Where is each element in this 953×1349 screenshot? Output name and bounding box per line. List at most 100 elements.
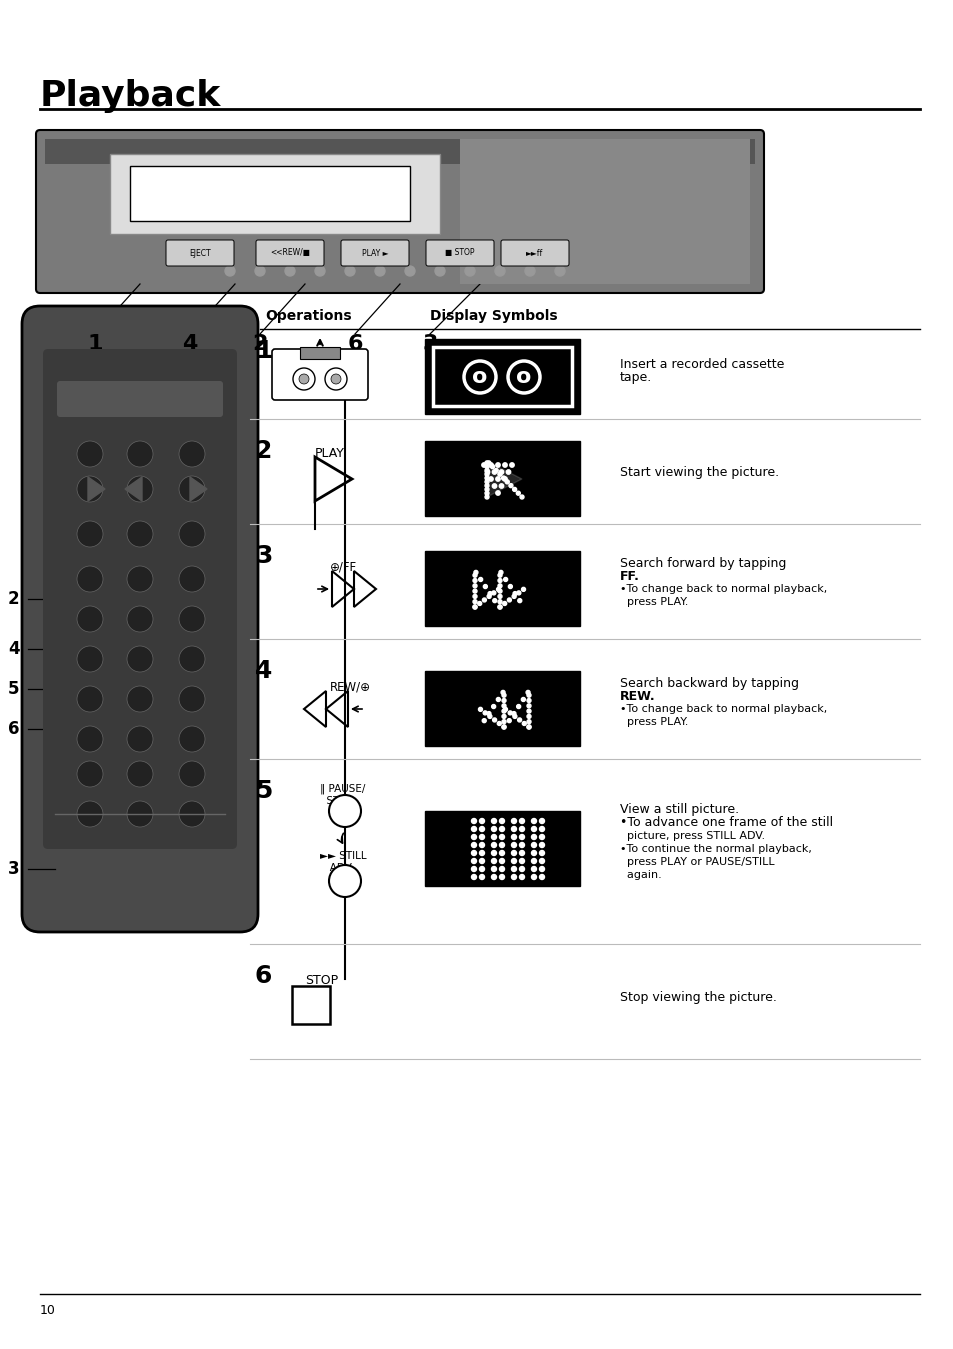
Circle shape [473, 590, 476, 594]
Circle shape [127, 567, 152, 592]
Bar [424, 670, 579, 746]
Circle shape [519, 858, 524, 863]
Circle shape [539, 827, 544, 831]
FancyBboxPatch shape [340, 240, 409, 266]
Circle shape [486, 461, 491, 465]
Circle shape [325, 368, 347, 390]
Circle shape [499, 835, 504, 839]
Circle shape [539, 850, 544, 855]
Circle shape [484, 495, 489, 499]
Circle shape [539, 835, 544, 839]
Text: 5: 5 [8, 680, 19, 697]
FancyBboxPatch shape [22, 306, 257, 932]
Circle shape [502, 476, 507, 482]
Circle shape [511, 843, 516, 847]
Circle shape [517, 599, 521, 603]
Circle shape [474, 571, 477, 575]
Circle shape [479, 866, 484, 871]
Circle shape [127, 521, 152, 546]
Circle shape [498, 571, 502, 575]
Circle shape [486, 711, 491, 715]
Circle shape [471, 858, 476, 863]
Circle shape [519, 495, 523, 499]
Circle shape [77, 646, 103, 672]
Text: Operations: Operations [265, 309, 352, 322]
Circle shape [484, 480, 489, 484]
Text: press PLAY.: press PLAY. [619, 598, 688, 607]
Circle shape [511, 835, 516, 839]
Circle shape [488, 476, 493, 482]
Text: ►► STILL
   ADV: ►► STILL ADV [319, 851, 366, 873]
Text: 4: 4 [182, 335, 197, 353]
Circle shape [501, 710, 505, 714]
Circle shape [511, 827, 516, 831]
Text: 6: 6 [254, 965, 273, 987]
Circle shape [485, 469, 489, 475]
Bar [299, 347, 339, 359]
Bar [433, 347, 572, 406]
Circle shape [487, 595, 491, 599]
Circle shape [499, 874, 504, 880]
Circle shape [77, 606, 103, 631]
Circle shape [499, 850, 504, 855]
Text: again.: again. [619, 870, 661, 880]
Circle shape [539, 819, 544, 823]
Circle shape [285, 266, 294, 277]
Circle shape [492, 469, 497, 475]
Text: 4: 4 [254, 660, 273, 683]
Circle shape [506, 469, 510, 475]
Text: •To change back to normal playback,: •To change back to normal playback, [619, 704, 826, 714]
Circle shape [526, 704, 531, 708]
Circle shape [478, 577, 482, 581]
Circle shape [493, 599, 497, 603]
Circle shape [491, 819, 496, 823]
Circle shape [484, 464, 489, 468]
Circle shape [513, 592, 517, 596]
Circle shape [179, 687, 205, 712]
Circle shape [127, 476, 152, 502]
FancyBboxPatch shape [36, 130, 763, 293]
Circle shape [502, 602, 506, 606]
Circle shape [501, 699, 505, 703]
Circle shape [526, 715, 531, 719]
Text: PLAY: PLAY [314, 447, 345, 460]
Circle shape [499, 866, 504, 871]
Circle shape [435, 266, 444, 277]
Circle shape [499, 827, 504, 831]
Text: Display Symbols: Display Symbols [430, 309, 558, 322]
Circle shape [521, 722, 526, 726]
Circle shape [473, 600, 476, 604]
Text: 2: 2 [254, 438, 273, 463]
Circle shape [225, 266, 234, 277]
Circle shape [77, 567, 103, 592]
Text: 1: 1 [87, 335, 103, 353]
Circle shape [496, 463, 499, 467]
Circle shape [511, 866, 516, 871]
Circle shape [539, 858, 544, 863]
Circle shape [496, 476, 499, 482]
Circle shape [345, 266, 355, 277]
Circle shape [491, 866, 496, 871]
Text: ⊕/FF: ⊕/FF [330, 561, 356, 575]
Circle shape [501, 715, 505, 719]
Circle shape [499, 858, 504, 863]
Text: Stop viewing the picture.: Stop viewing the picture. [619, 992, 776, 1004]
Circle shape [77, 726, 103, 751]
Circle shape [329, 795, 360, 827]
Circle shape [473, 604, 476, 608]
Circle shape [501, 720, 505, 723]
Circle shape [484, 476, 489, 480]
Circle shape [77, 521, 103, 546]
Text: ■ STOP: ■ STOP [445, 248, 475, 258]
Circle shape [512, 711, 516, 715]
Circle shape [479, 819, 484, 823]
Circle shape [497, 573, 501, 577]
Circle shape [484, 484, 489, 487]
Circle shape [491, 704, 496, 708]
Circle shape [501, 724, 505, 728]
FancyBboxPatch shape [43, 349, 236, 849]
Text: 5: 5 [254, 778, 273, 803]
Polygon shape [88, 478, 105, 500]
Circle shape [497, 584, 501, 588]
Circle shape [519, 866, 524, 871]
